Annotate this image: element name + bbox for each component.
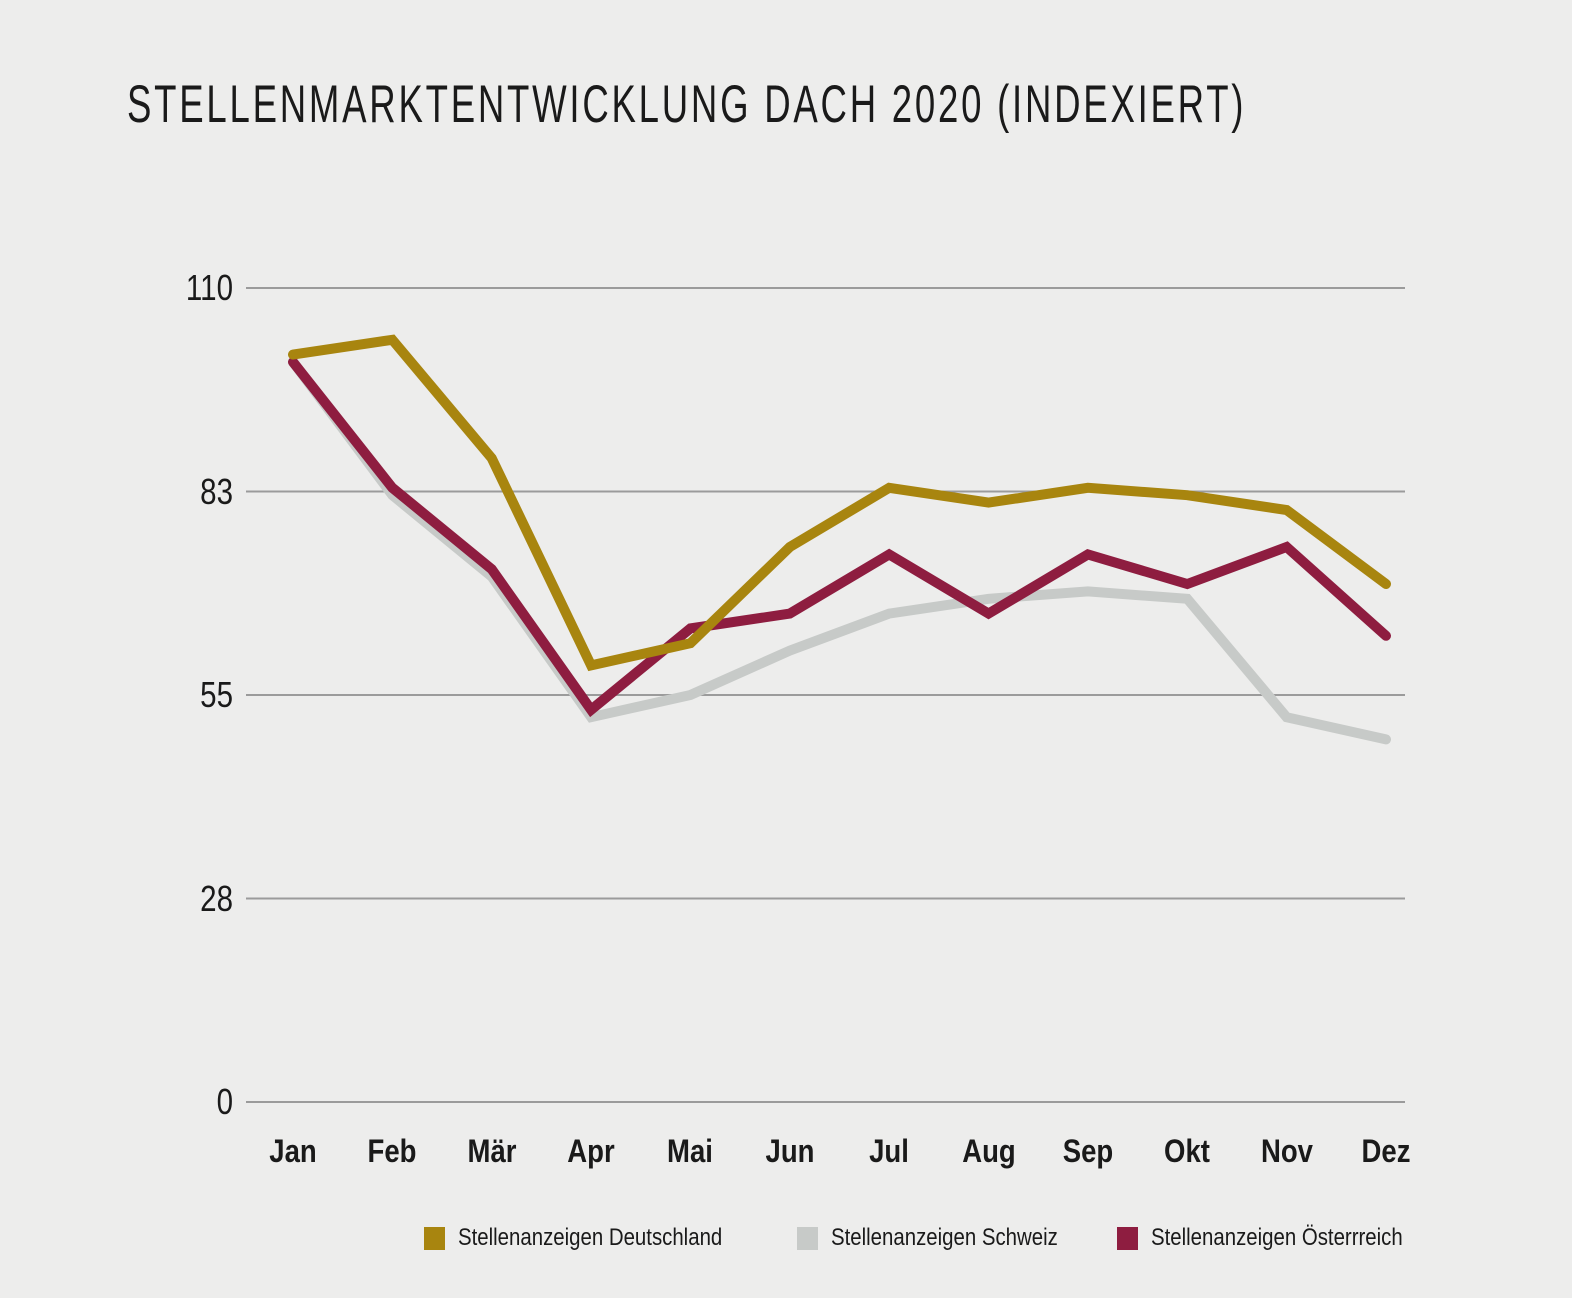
legend-item-deutschland: Stellenanzeigen Deutschland	[424, 1224, 769, 1252]
x-tick-label: Sep	[1062, 1133, 1114, 1169]
series-line-2	[288, 357, 1391, 745]
chart-title: STELLENMARKTENTWICKLUNG DACH 2020 (INDEX…	[127, 75, 1247, 134]
y-tick-label: 55	[200, 674, 233, 715]
x-tick-label: Feb	[367, 1133, 417, 1169]
x-tick-label: Mär	[467, 1133, 517, 1169]
x-tick-label: Jul	[869, 1133, 910, 1169]
series-line-3	[288, 357, 1391, 718]
y-tick-label: 110	[185, 267, 233, 308]
series-line-1	[288, 334, 1391, 672]
x-tick-label: Mai	[667, 1133, 714, 1169]
y-tick-label: 0	[216, 1081, 233, 1122]
y-tick-label: 28	[200, 877, 233, 919]
x-tick-label: Apr	[567, 1133, 615, 1169]
legend-label-schweiz: Stellenanzeigen Schweiz	[831, 1224, 1058, 1251]
legend-item-oesterreich: Stellenanzeigen Österrreich	[1117, 1224, 1447, 1252]
legend-swatch-schweiz-icon	[797, 1226, 818, 1250]
legend-item-schweiz: Stellenanzeigen Schweiz	[797, 1224, 1098, 1252]
x-tick-label: Aug	[961, 1133, 1016, 1169]
legend-swatch-deutschland-icon	[424, 1226, 445, 1250]
legend-label-deutschland: Stellenanzeigen Deutschland	[458, 1224, 723, 1251]
x-tick-label: Jun	[765, 1133, 815, 1169]
legend-label-oesterreich: Stellenanzeigen Österrreich	[1151, 1224, 1403, 1251]
x-tick-label: Nov	[1260, 1133, 1313, 1169]
legend-swatch-oesterreich-icon	[1117, 1226, 1138, 1250]
y-tick-label: 83	[200, 470, 233, 512]
x-tick-label: Jan	[269, 1133, 317, 1169]
x-tick-label: Okt	[1164, 1133, 1211, 1169]
x-tick-label: Dez	[1361, 1133, 1411, 1169]
